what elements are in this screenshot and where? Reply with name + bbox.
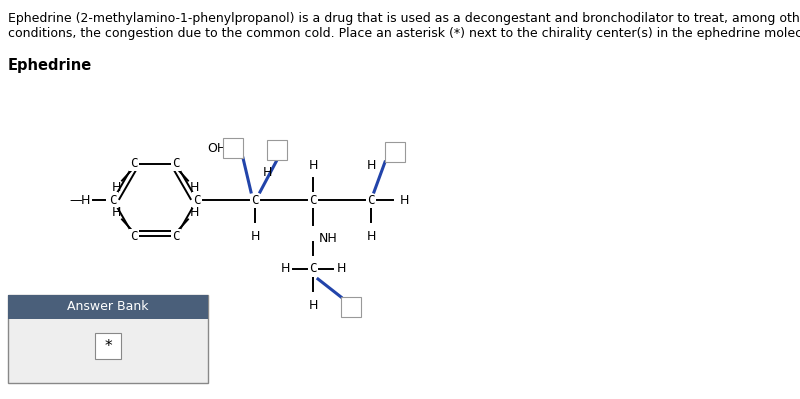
Text: H: H [400,194,410,207]
Text: C: C [194,194,201,207]
Text: H: H [366,159,376,172]
Text: C: C [130,230,138,243]
Text: H: H [308,299,318,312]
Text: C: C [110,194,117,207]
Text: H: H [336,263,346,275]
Bar [95,333,121,359]
Text: H: H [366,230,376,243]
Text: H: H [308,159,318,172]
Text: Ephedrine (2-methylamino-1-phenylpropanol) is a drug that is used as a decongest: Ephedrine (2-methylamino-1-phenylpropano… [8,12,800,25]
Text: H: H [111,206,121,219]
Text: OH: OH [208,142,227,154]
Text: conditions, the congestion due to the common cold. Place an asterisk (*) next to: conditions, the congestion due to the co… [8,27,800,40]
Text: H: H [263,166,272,178]
Bar [341,297,361,317]
Bar [385,142,405,162]
Text: C: C [251,194,258,207]
Text: —: — [70,194,82,207]
Bar [8,295,208,383]
Text: C: C [310,263,317,275]
Text: H: H [190,206,198,219]
Text: Ephedrine: Ephedrine [8,58,92,73]
Text: H: H [280,263,290,275]
Text: C: C [130,157,138,170]
Text: H: H [80,194,90,207]
Text: C: C [310,194,317,207]
Text: NH: NH [319,232,338,245]
Bar [267,140,287,160]
Text: H: H [190,181,198,194]
Text: Answer Bank: Answer Bank [67,300,149,314]
Text: H: H [250,230,260,243]
Text: *: * [104,338,112,354]
Text: H: H [111,181,121,194]
Text: C: C [172,230,180,243]
Bar [223,138,243,158]
Bar [8,295,208,319]
Text: C: C [172,157,180,170]
Text: C: C [367,194,374,207]
